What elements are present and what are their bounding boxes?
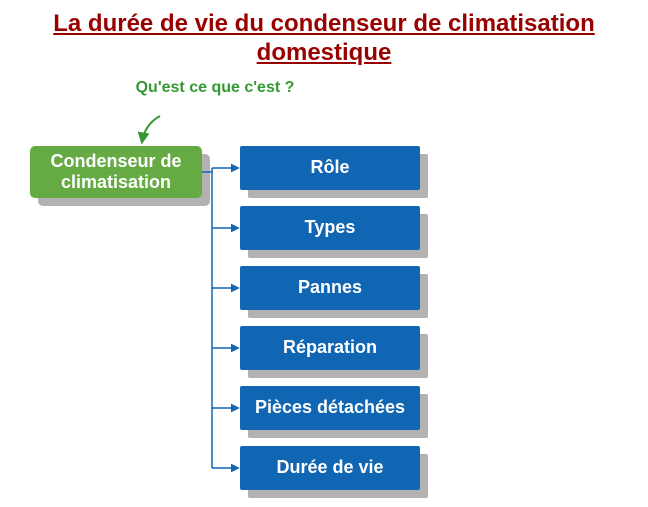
- root-node: Condenseur de climatisation: [30, 146, 202, 198]
- child-node: Pièces détachées: [240, 386, 420, 430]
- child-node: Rôle: [240, 146, 420, 190]
- annotation-text: Qu'est ce que c'est ?: [135, 78, 295, 97]
- child-node: Durée de vie: [240, 446, 420, 490]
- child-node: Types: [240, 206, 420, 250]
- child-node: Réparation: [240, 326, 420, 370]
- page-title: La durée de vie du condenseur de climati…: [0, 0, 648, 68]
- child-node: Pannes: [240, 266, 420, 310]
